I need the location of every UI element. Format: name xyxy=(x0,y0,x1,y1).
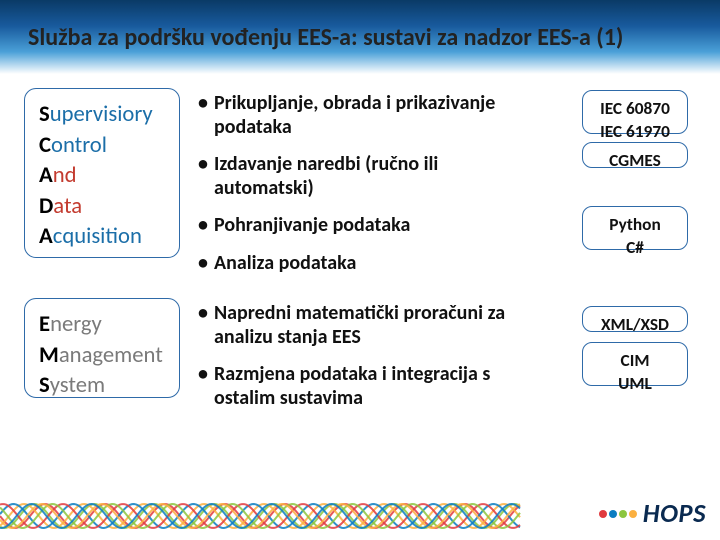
page-title: Služba za podršku vođenju EES-a: sustavi… xyxy=(28,23,623,52)
bullet: Izdavanje naredbi (ručno ili automatski) xyxy=(198,153,518,200)
scada-bullets: Prikupljanje, obrada i prikazivanje poda… xyxy=(198,92,518,290)
bullet: Prikupljanje, obrada i prikazivanje poda… xyxy=(198,92,518,139)
bullet: Pohranjivanje podataka xyxy=(198,214,518,238)
logo-dot-icon xyxy=(609,510,617,518)
bullet: Napredni matematički proračuni za analiz… xyxy=(198,302,518,349)
box-xml: XML/XSD xyxy=(582,306,688,332)
hops-logo-dots xyxy=(599,510,637,518)
box-languages: Python C# xyxy=(582,206,688,250)
scada-acronym-box: Supervisiory Control And Data Acquisitio… xyxy=(24,88,180,258)
bullet: Analiza podataka xyxy=(198,252,518,276)
logo-dot-icon xyxy=(629,510,637,518)
ems-line-0: Energy xyxy=(39,309,165,340)
hops-logo: HOPS xyxy=(599,498,706,530)
ems-acronym-box: Energy Management System xyxy=(24,298,180,398)
title-band: Služba za podršku vođenju EES-a: sustavi… xyxy=(0,0,720,74)
box-cgmes: CGMES xyxy=(582,142,688,168)
ems-line-1: Management xyxy=(39,340,165,371)
logo-dot-icon xyxy=(619,510,627,518)
ems-line-2: System xyxy=(39,370,165,401)
bullet: Razmjena podataka i integracija s ostali… xyxy=(198,363,518,410)
scada-line-3: Data xyxy=(39,191,165,222)
ems-bullets: Napredni matematički proračuni za analiz… xyxy=(198,302,518,424)
scada-line-4: Acquisition xyxy=(39,221,165,252)
box-iec: IEC 60870 IEC 61970 xyxy=(582,90,688,134)
slide: Služba za podršku vođenju EES-a: sustavi… xyxy=(0,0,720,540)
content-area: Supervisiory Control And Data Acquisitio… xyxy=(0,74,720,540)
hops-logo-text: HOPS xyxy=(643,498,706,530)
box-cim-uml: CIM UML xyxy=(582,342,688,386)
logo-dot-icon xyxy=(599,510,607,518)
scada-line-2: And xyxy=(39,160,165,191)
scada-line-0: Supervisiory xyxy=(39,99,165,130)
scada-line-1: Control xyxy=(39,130,165,161)
